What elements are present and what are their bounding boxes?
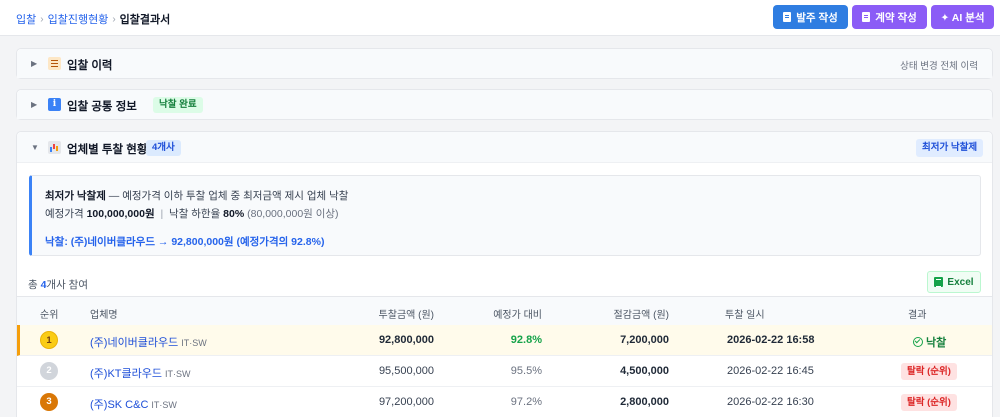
breadcrumb-item-bid[interactable]: 입찰	[16, 14, 37, 26]
create-order-label: 발주 작성	[796, 11, 838, 24]
vendor-type: IT·SW	[181, 338, 207, 348]
breadcrumb-separator: ›	[112, 13, 116, 25]
vendor-name-text: (주)KT클라우드	[90, 368, 162, 380]
result-failed-badge: 탈락 (순위)	[901, 394, 957, 411]
award-complete-badge: 낙찰 완료	[153, 97, 203, 113]
method-description: — 예정가격 이하 투찰 업체 중 최저금액 제시 업체 낙찰	[105, 190, 349, 202]
excel-label: Excel	[947, 276, 974, 288]
saving-amount: 4,500,000	[620, 365, 669, 377]
breadcrumb-item-bid-status[interactable]: 입찰진행현황	[47, 14, 109, 26]
bar-chart-icon	[48, 141, 61, 154]
bid-datetime: 2026-02-22 16:45	[727, 365, 814, 377]
col-vendor: 업체명	[90, 310, 118, 321]
result-failed-badge: 탈락 (순위)	[901, 363, 957, 380]
count-suffix: 개사 참여	[46, 279, 88, 291]
vendor-name[interactable]: (주)SK C&C IT·SW	[90, 396, 177, 412]
rank-badge: 1	[40, 331, 58, 349]
common-info-panel: ▶ i 입찰 공통 정보 낙찰 완료	[16, 89, 993, 120]
vendor-name-text: (주)SK C&C	[90, 399, 149, 411]
estimate-ratio: 97.2%	[510, 396, 542, 408]
vendor-count-badge: 4개사	[146, 140, 181, 156]
vendor-name[interactable]: (주)네이버클라우드 IT·SW	[90, 334, 207, 350]
vendor-name[interactable]: (주)KT클라우드 IT·SW	[90, 365, 190, 381]
common-info-title: 입찰 공통 정보	[67, 101, 137, 113]
bid-history-title: 입찰 이력	[67, 60, 113, 72]
estimate-label: 예정가격	[45, 208, 87, 220]
bid-history-header[interactable]: ▶ 입찰 이력 상태 변경 전체 이력	[17, 49, 992, 78]
col-saving: 절감금액 (원)	[613, 310, 669, 321]
count-number: 4	[40, 279, 47, 291]
full-history-link[interactable]: 상태 변경 전체 이력	[900, 61, 978, 72]
vendor-type: IT·SW	[151, 400, 177, 410]
award-result-line: 낙찰: (주)네이버클라우드 → 92,800,000원 (예정가격의 92.8…	[45, 236, 325, 248]
excel-export-button[interactable]: Excel	[927, 271, 981, 293]
bid-amount: 95,500,000	[378, 365, 434, 377]
bid-datetime: 2026-02-22 16:58	[727, 334, 815, 346]
estimate-line: 예정가격 100,000,000원 | 낙찰 하한율 80% (80,000,0…	[45, 206, 339, 221]
participant-count: 총 4개사 참여	[28, 277, 88, 292]
saving-amount: 2,800,000	[620, 396, 669, 408]
vendor-bids-title: 업체별 투찰 현황	[67, 144, 148, 156]
estimate-ratio: 92.8%	[510, 334, 542, 346]
bid-datetime: 2026-02-22 16:30	[727, 396, 814, 408]
award-method-note: 최저가 낙찰제 — 예정가격 이하 투찰 업체 중 최저금액 제시 업체 낙찰 …	[29, 175, 981, 256]
collapse-caret-icon: ▼	[31, 143, 39, 152]
col-result: 결과	[908, 310, 927, 321]
check-circle-icon	[913, 337, 923, 347]
document-icon	[783, 12, 792, 22]
lower-limit-label: 낙찰 하한율	[169, 208, 224, 220]
col-rank: 순위	[40, 310, 59, 321]
info-icon: i	[48, 98, 61, 111]
lower-limit-desc: (80,000,000원 이상)	[244, 208, 339, 220]
vendor-bids-panel: ▼ 업체별 투찰 현황 4개사 최저가 낙찰제 최저가 낙찰제 — 예정가격 이…	[16, 131, 993, 417]
table-header: 순위 업체명 투찰금액 (원) 예정가 대비 절감금액 (원) 투찰 일시 결과	[17, 296, 992, 326]
rank-badge: 3	[40, 393, 58, 411]
breadcrumb: 입찰 › 입찰진행현황 › 입찰결과서	[16, 11, 170, 27]
bid-amount: 92,800,000	[378, 334, 434, 346]
document-icon	[862, 12, 871, 22]
col-estimate-ratio: 예정가 대비	[493, 310, 542, 321]
award-method-line: 최저가 낙찰제 — 예정가격 이하 투찰 업체 중 최저금액 제시 업체 낙찰	[45, 188, 348, 203]
expand-caret-icon: ▶	[31, 100, 38, 109]
table-row[interactable]: 3 (주)SK C&C IT·SW 97,200,000 97.2% 2,800,…	[17, 387, 992, 417]
table-row-winner[interactable]: 1 (주)네이버클라우드 IT·SW 92,800,000 92.8% 7,200…	[17, 325, 992, 356]
breadcrumb-separator: ›	[40, 13, 44, 25]
count-prefix: 총	[28, 279, 41, 291]
top-bar: 입찰 › 입찰진행현황 › 입찰결과서 발주 작성 계약 작성 ✦ AI 분석	[0, 0, 1000, 36]
lower-limit-value: 80%	[223, 208, 245, 220]
lowest-price-method-badge: 최저가 낙찰제	[916, 139, 984, 157]
vendor-name-text: (주)네이버클라우드	[90, 337, 179, 349]
breadcrumb-current: 입찰결과서	[119, 14, 171, 26]
saving-amount: 7,200,000	[620, 334, 669, 346]
vendor-bids-header[interactable]: ▼ 업체별 투찰 현황 4개사 최저가 낙찰제	[17, 132, 992, 163]
result-awarded: 낙찰	[913, 334, 946, 350]
vendor-type: IT·SW	[164, 369, 191, 379]
result-text: 낙찰	[926, 337, 947, 349]
common-info-header[interactable]: ▶ i 입찰 공통 정보 낙찰 완료	[17, 90, 992, 119]
col-bid-datetime: 투찰 일시	[725, 310, 765, 321]
excel-icon	[934, 277, 944, 287]
estimate-separator: |	[154, 208, 170, 220]
create-contract-button[interactable]: 계약 작성	[852, 5, 927, 29]
scroll-icon	[48, 57, 61, 70]
expand-caret-icon: ▶	[31, 59, 38, 68]
table-row[interactable]: 2 (주)KT클라우드 IT·SW 95,500,000 95.5% 4,500,…	[17, 356, 992, 387]
rank-badge: 2	[40, 362, 58, 380]
create-order-button[interactable]: 발주 작성	[773, 5, 848, 29]
method-name: 최저가 낙찰제	[45, 190, 106, 202]
col-bid-amount: 투찰금액 (원)	[378, 310, 434, 321]
bid-history-panel: ▶ 입찰 이력 상태 변경 전체 이력	[16, 48, 993, 79]
bid-amount: 97,200,000	[378, 396, 434, 408]
create-contract-label: 계약 작성	[875, 11, 917, 24]
estimate-ratio: 95.5%	[510, 365, 542, 377]
ai-analysis-label: ✦ AI 분석	[940, 11, 985, 24]
ai-analysis-button[interactable]: ✦ AI 분석	[931, 5, 994, 29]
estimate-value: 100,000,000원	[86, 208, 155, 220]
